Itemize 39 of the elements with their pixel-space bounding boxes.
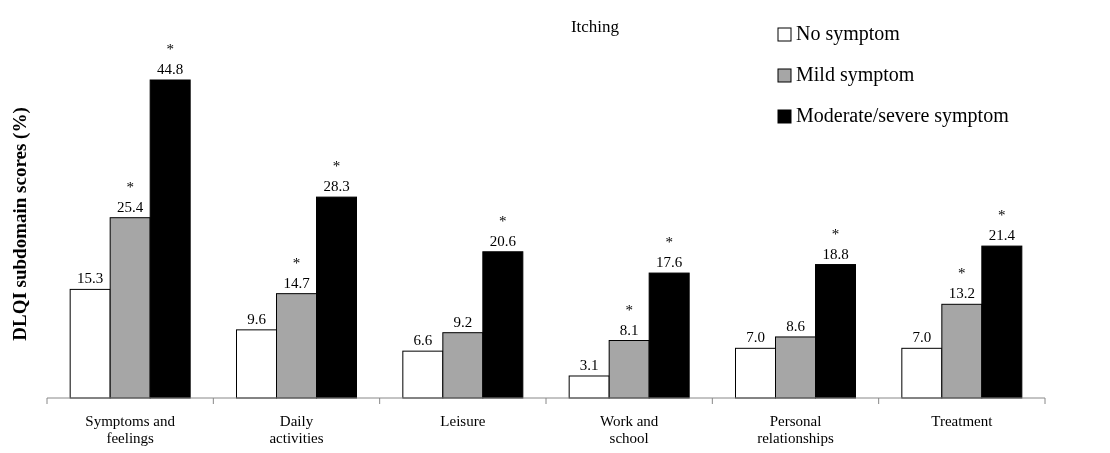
legend-label: Moderate/severe symptom bbox=[796, 104, 1010, 127]
chart-title: Itching bbox=[570, 17, 620, 36]
data-label: 15.3 bbox=[77, 270, 104, 287]
annotation: * bbox=[625, 301, 633, 318]
data-label: 9.2 bbox=[453, 313, 473, 330]
annotation: * bbox=[332, 158, 341, 175]
data-label: 9.6 bbox=[247, 310, 267, 327]
annotation: * bbox=[998, 207, 1006, 224]
legend-label: Mild symptom bbox=[796, 63, 915, 86]
text: * bbox=[166, 41, 174, 57]
data-label: 8.1 bbox=[619, 321, 639, 338]
annotation: * bbox=[958, 265, 966, 282]
x-tick-label: Treatment bbox=[931, 413, 994, 429]
annotation: * bbox=[292, 254, 301, 271]
legend-label: No symptom bbox=[796, 22, 901, 45]
data-label: 6.6 bbox=[413, 332, 433, 349]
data-label: 18.8 bbox=[822, 245, 849, 262]
annotation: * bbox=[831, 225, 840, 242]
y-axis-title: DLQI subdomain scores (%) bbox=[9, 107, 31, 341]
data-label: 17.6 bbox=[656, 254, 683, 271]
annotation: * bbox=[126, 178, 134, 195]
annotation: * bbox=[499, 212, 507, 229]
data-label: 8.6 bbox=[786, 317, 806, 334]
annotation: * bbox=[665, 234, 673, 251]
x-tick-label: Daily activities bbox=[269, 413, 324, 446]
data-label: 3.1 bbox=[579, 357, 599, 373]
data-label: 7.0 bbox=[746, 329, 765, 346]
x-tick-label: Symptoms and feelings bbox=[85, 413, 176, 446]
data-label: 20.6 bbox=[489, 232, 517, 249]
data-label: 14.7 bbox=[283, 274, 311, 291]
data-label: 28.3 bbox=[323, 178, 350, 195]
x-tick-label: Leisure bbox=[440, 413, 486, 429]
x-tick-label: Work and school bbox=[599, 413, 659, 446]
data-label: 44.8 bbox=[157, 61, 184, 77]
x-tick-label: Personal relationships bbox=[757, 413, 834, 446]
data-label: 25.4 bbox=[117, 198, 144, 215]
data-label: 7.0 bbox=[912, 329, 932, 346]
data-label: 21.4 bbox=[988, 227, 1016, 244]
data-label: 13.2 bbox=[948, 285, 975, 302]
